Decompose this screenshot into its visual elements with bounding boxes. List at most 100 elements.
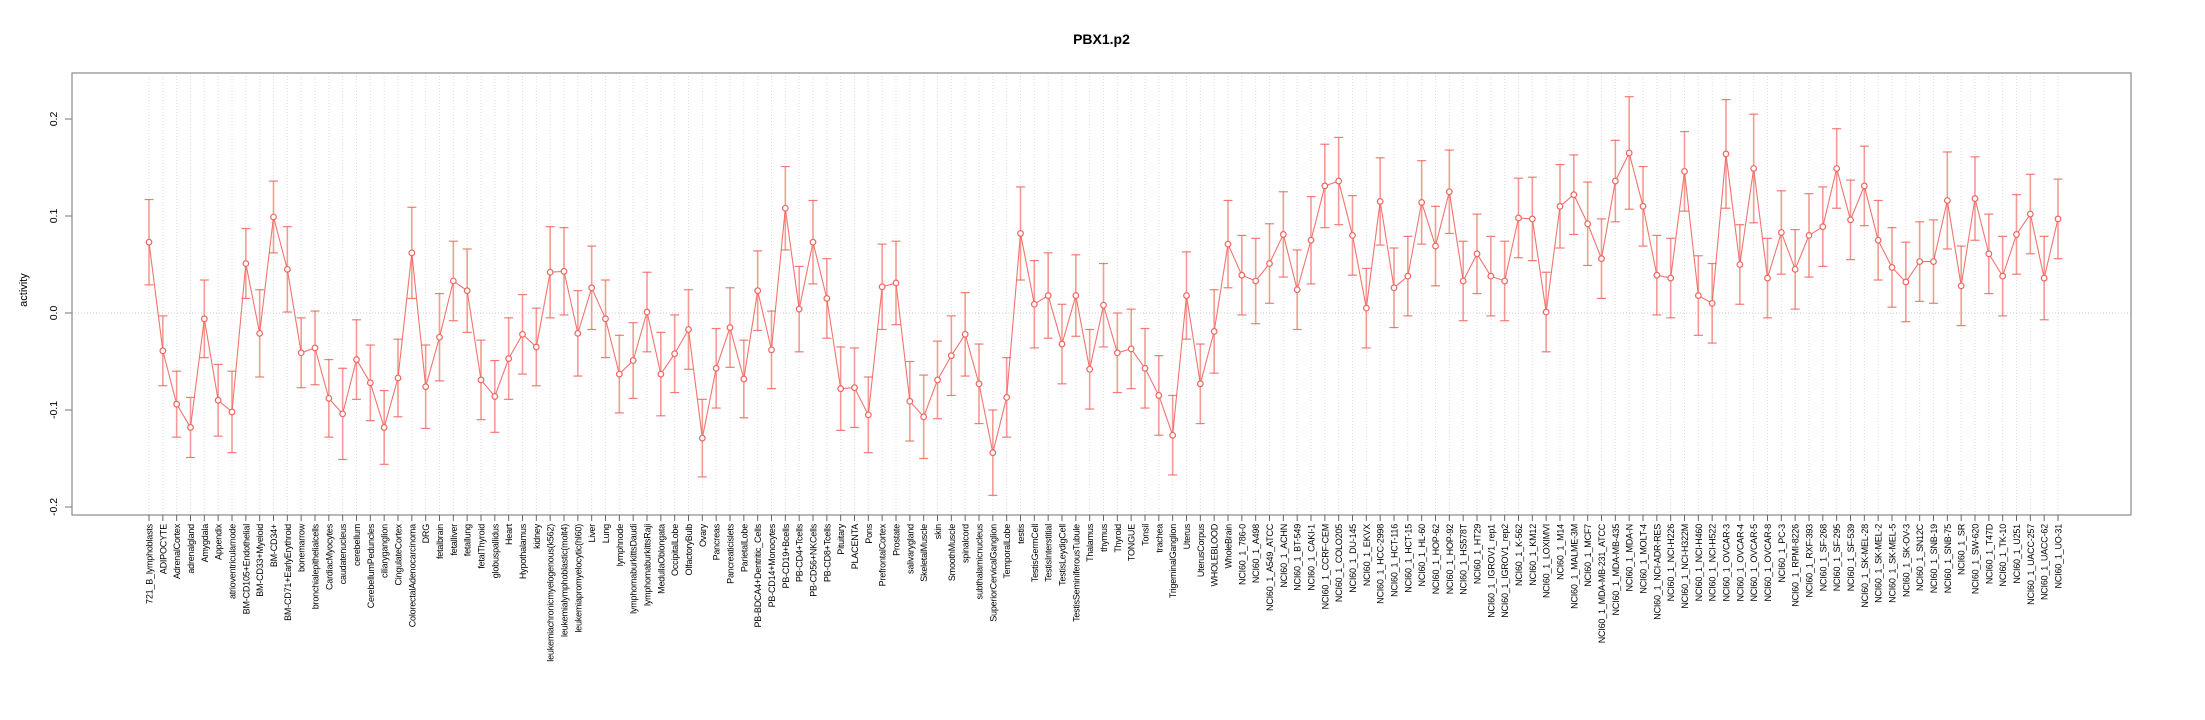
data-point [1044, 292, 1052, 299]
data-point [1127, 345, 1135, 353]
data-point [947, 352, 955, 360]
x-tick-label: NCI60_1_U251 [2012, 524, 2022, 584]
x-tick-label: 721_B_lymphoblasts [145, 523, 155, 604]
x-tick-label: subthalamicnucleus [975, 523, 985, 599]
data-point [1819, 223, 1827, 231]
data-point [1321, 182, 1329, 190]
x-tick-label: NCI60_1_TK-10 [1998, 524, 2008, 587]
data-point [768, 346, 775, 354]
x-tick-label: NCI60_1_HL-60 [1417, 524, 1427, 587]
data-point [1293, 286, 1301, 294]
data-point [1999, 272, 2007, 280]
data-point [602, 315, 609, 323]
data-point [1708, 299, 1716, 307]
x-tick-label: NCI60_1_CAKI-1 [1307, 524, 1317, 591]
x-tick-label: NCI60_1_NCI-H226 [1666, 524, 1676, 602]
data-point [1930, 258, 1937, 265]
data-point [1556, 202, 1564, 210]
y-tick-label: -0.1 [48, 401, 60, 419]
x-tick-label: Heart [504, 523, 514, 545]
x-tick-label: salivarygland [905, 524, 915, 574]
data-point [1155, 392, 1163, 399]
x-tick-label: NCI60_1_RPMI-8226 [1791, 524, 1801, 607]
data-point [671, 350, 679, 358]
data-point [436, 333, 443, 341]
data-point [1515, 214, 1522, 222]
x-tick-label: Lung [601, 524, 611, 543]
x-tick-label: CingulateCortex [394, 523, 404, 585]
data-point [1279, 231, 1287, 238]
data-point [1017, 230, 1024, 237]
data-point [1667, 274, 1675, 282]
x-tick-label: NCI60_1_UACC-257 [2026, 524, 2036, 605]
data-point [1003, 393, 1011, 401]
x-tick-label: NCI60_1_NCI-ADR-RES [1652, 524, 1662, 620]
data-point [408, 249, 416, 257]
x-tick-label: ColorectalAdenocarcinoma [407, 524, 417, 627]
data-point [1528, 215, 1536, 223]
x-tick-label: NCI60_1_DU-145 [1348, 524, 1358, 593]
data-point [906, 397, 914, 405]
x-tick-label: atrioventricularnode [228, 524, 238, 599]
data-point [878, 283, 886, 291]
y-tick-label: 0.0 [48, 306, 60, 321]
data-point [1252, 277, 1260, 285]
x-tick-label: NCI60_1_OVCAR-5 [1749, 524, 1759, 602]
data-point [1418, 199, 1426, 206]
x-tick-label: NCI60_1_MDA-N [1625, 524, 1635, 591]
data-point [353, 356, 360, 363]
data-point [283, 265, 291, 273]
data-point [228, 408, 236, 416]
x-tick-label: trachea [1154, 524, 1164, 553]
data-point [339, 410, 347, 418]
x-tick-label: NCI60_1_NCI-H522 [1708, 524, 1718, 602]
x-tick-label: NCI60_1_UO-31 [2054, 524, 2064, 589]
x-tick-label: NCI60_1_CCRF-CEM [1320, 524, 1330, 609]
data-point [173, 400, 181, 408]
x-tick-label: DRG [421, 524, 431, 544]
x-tick-label: NCI60_1_NCI-H460 [1694, 524, 1704, 602]
x-tick-label: TONGUE [1127, 524, 1137, 561]
data-point [1639, 202, 1647, 210]
data-point [394, 374, 402, 382]
data-point [200, 315, 208, 323]
x-tick-label: PB-CD14+Monocytes [767, 523, 777, 607]
x-tick-label: Pancreas [712, 523, 722, 560]
data-point [588, 284, 596, 292]
data-point [864, 411, 872, 419]
x-tick-label: fetalliver [449, 524, 459, 556]
x-tick-label: fetalbrain [435, 524, 445, 559]
data-point [1072, 292, 1080, 299]
data-point [1805, 231, 1813, 239]
x-tick-label: CerebellumPeduncles [366, 523, 376, 608]
x-tick-label: PrefrontalCortex [878, 523, 888, 586]
x-tick-label: NCI60_1_MCF7 [1583, 524, 1593, 587]
data-point [1183, 292, 1190, 299]
data-point [1390, 284, 1398, 292]
data-point [989, 449, 997, 457]
data-point [1847, 216, 1854, 224]
data-point [1224, 240, 1232, 248]
x-tick-label: NCI60_1_HCC-2998 [1376, 524, 1386, 604]
x-tick-label: Prostate [892, 524, 902, 556]
data-point [1957, 282, 1965, 290]
x-tick-label: ADIPOCYTE [158, 524, 168, 574]
data-point [532, 343, 540, 351]
data-point [366, 379, 374, 387]
x-tick-label: NCI60_1_SF-539 [1846, 524, 1856, 591]
data-point [685, 326, 692, 333]
x-tick-label: NCI60_1_SF-295 [1832, 524, 1842, 591]
data-point [1598, 255, 1605, 263]
x-tick-label: Appendix [214, 523, 224, 560]
x-tick-label: PB-CD8+Tcells [822, 523, 832, 582]
x-tick-label: spinalcord [961, 524, 971, 563]
data-point [463, 287, 471, 295]
x-tick-label: NCI60_1_HOP-92 [1445, 524, 1455, 594]
x-tick-label: skin [933, 524, 943, 539]
data-point [491, 393, 499, 400]
x-tick-label: BM-CD105+Endothelial [241, 524, 251, 615]
x-tick-label: NCI60_1_MDA-MB-435 [1611, 524, 1621, 616]
x-tick-label: lymphomaburkittsRaji [643, 524, 653, 606]
data-point [1971, 195, 1979, 202]
data-point [1653, 271, 1661, 279]
